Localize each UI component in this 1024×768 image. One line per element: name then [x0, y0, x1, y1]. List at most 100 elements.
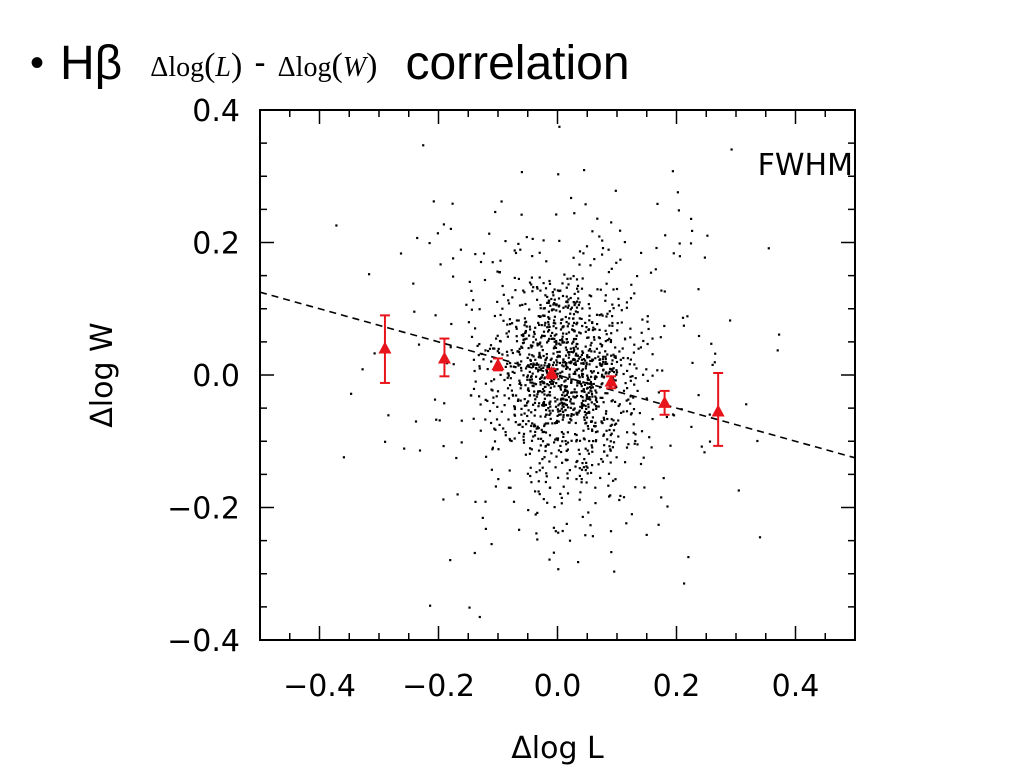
scatter-point — [627, 443, 630, 446]
scatter-point — [642, 456, 645, 459]
scatter-point — [604, 329, 607, 332]
scatter-point — [498, 351, 501, 354]
scatter-point — [533, 330, 536, 333]
scatter-point — [413, 310, 416, 313]
scatter-point — [706, 234, 709, 237]
scatter-point — [591, 371, 594, 374]
scatter-point — [594, 357, 597, 360]
scatter-point — [552, 347, 555, 350]
scatter-point — [581, 403, 584, 406]
plot-axes: −0.4 −0.2 0.0 0.2 0.4 −0.4 −0.2 0.0 0.2 0.4 — [167, 94, 856, 704]
scatter-point — [588, 348, 592, 351]
scatter-point — [611, 303, 614, 306]
scatter-point — [541, 349, 544, 352]
scatter-point — [557, 404, 560, 407]
scatter-point — [606, 339, 609, 342]
scatter-point — [552, 352, 555, 355]
scatter-point — [442, 223, 445, 226]
scatter-point — [541, 458, 544, 461]
scatter-point — [511, 322, 514, 325]
scatter-point — [572, 413, 575, 416]
scatter-point — [553, 319, 556, 322]
scatter-point — [520, 213, 523, 216]
scatter-point — [601, 247, 605, 250]
scatter-point — [509, 365, 512, 368]
scatter-point — [577, 297, 580, 300]
scatter-point — [533, 401, 537, 404]
scatter-point — [546, 383, 549, 386]
scatter-point — [604, 357, 607, 361]
scatter-point — [618, 350, 621, 353]
scatter-point — [560, 450, 563, 454]
scatter-point — [506, 354, 509, 357]
scatter-point — [591, 535, 594, 538]
scatter-point — [611, 359, 614, 362]
scatter-point — [449, 559, 452, 562]
scatter-point — [578, 382, 581, 385]
scatter-point — [486, 368, 489, 371]
scatter-point — [577, 367, 580, 370]
scatter-point — [622, 372, 625, 376]
scatter-point — [594, 502, 597, 505]
y-tick-label: −0.2 — [167, 492, 240, 527]
scatter-point — [403, 447, 406, 450]
scatter-point — [491, 448, 494, 451]
scatter-point — [535, 375, 538, 378]
close-paren-l: ) — [231, 47, 243, 84]
scatter-point — [529, 466, 532, 469]
scatter-point — [567, 322, 570, 325]
scatter-point — [500, 410, 503, 413]
scatter-point — [543, 324, 546, 327]
scatter-point — [633, 363, 636, 366]
scatter-point — [615, 369, 618, 372]
scatter-point — [529, 359, 532, 362]
scatter-point — [417, 343, 421, 346]
scatter-point — [535, 363, 538, 366]
scatter-point — [534, 513, 537, 516]
scatter-point — [640, 331, 643, 334]
scatter-point — [506, 335, 509, 338]
scatter-point — [522, 335, 525, 338]
scatter-point — [539, 341, 542, 344]
scatter-point — [614, 346, 617, 349]
scatter-point — [509, 362, 512, 365]
scatter-point — [633, 383, 636, 386]
scatter-point — [596, 288, 599, 291]
scatter-point — [531, 237, 534, 240]
scatter-point — [559, 398, 562, 401]
scatter-point — [479, 429, 482, 432]
scatter-point — [669, 444, 672, 447]
scatter-point — [608, 310, 611, 313]
scatter-point — [520, 345, 523, 348]
scatter-point — [581, 399, 585, 402]
scatter-point — [581, 350, 584, 353]
scatter-point — [678, 255, 681, 258]
scatter-point — [577, 448, 580, 451]
scatter-point — [595, 365, 598, 368]
scatter-point — [622, 496, 626, 499]
scatter-point — [655, 246, 658, 250]
scatter-point — [608, 337, 611, 340]
scatter-point — [587, 403, 590, 406]
scatter-point — [578, 376, 581, 379]
scatter-point — [527, 347, 530, 350]
scatter-point — [534, 408, 537, 412]
scatter-point — [535, 471, 538, 474]
scatter-point — [531, 354, 534, 357]
scatter-point — [509, 439, 512, 442]
scatter-point — [517, 277, 520, 280]
scatter-point — [609, 530, 613, 533]
scatter-point — [568, 351, 571, 354]
scatter-point — [549, 417, 552, 420]
scatter-point — [578, 301, 581, 304]
scatter-point — [519, 387, 522, 390]
scatter-point — [564, 398, 567, 401]
scatter-point — [594, 389, 597, 392]
scatter-point — [536, 393, 539, 396]
scatter-point — [586, 378, 589, 381]
scatter-point — [697, 394, 700, 397]
scatter-point — [452, 363, 455, 366]
scatter-point — [584, 321, 587, 324]
scatter-point — [561, 335, 564, 338]
scatter-point — [539, 390, 542, 393]
